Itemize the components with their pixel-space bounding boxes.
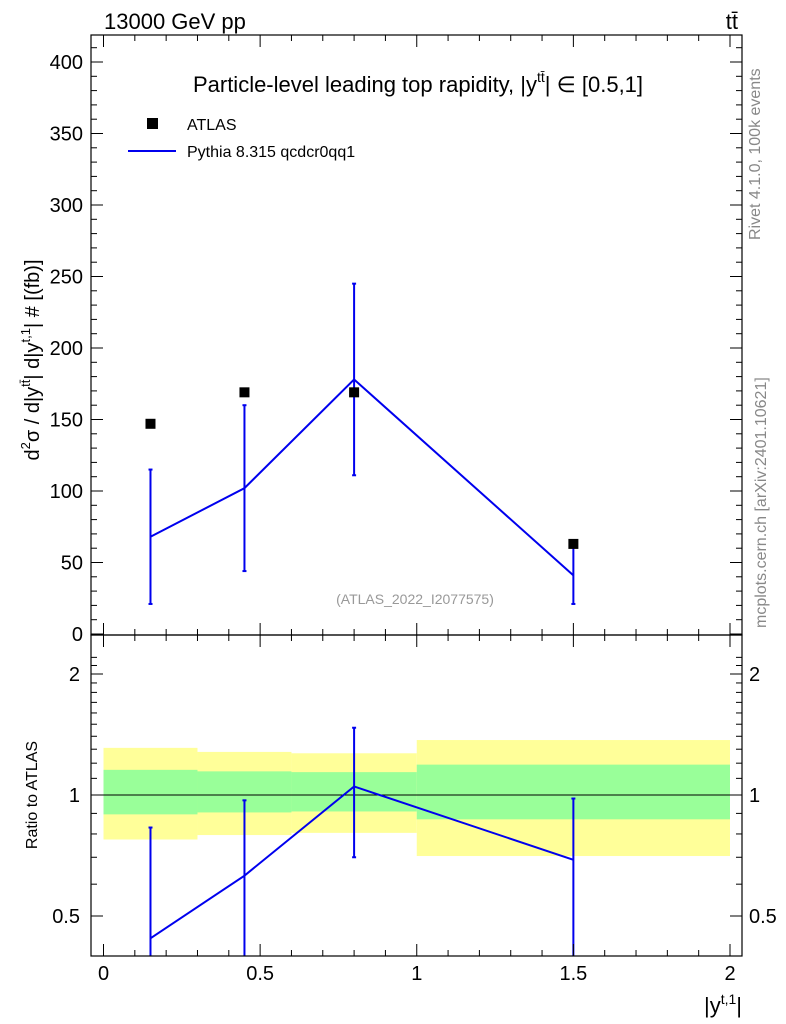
source-label: mcplots.cern.ch [arXiv:2401.10621] [753,377,770,628]
analysis-watermark: (ATLAS_2022_I2077575) [336,591,494,607]
ratio-y-tick-label-right: 0.5 [749,906,777,928]
data-point [349,387,360,398]
ratio-y-tick-label-left: 0.5 [52,906,80,928]
main-y-axis-label: d2σ / d|ytt̄| d|yt,1| # [(fb)] [18,259,44,460]
y-tick-label: 0 [72,624,83,646]
ratio-axis-ticks: 0.5 0.5 1 1 2 2 0 0.5 1 1.5 2 [52,635,777,985]
ratio-y-tick-label-right: 2 [749,664,760,686]
main-title: Particle-level leading top rapidity, |yt… [193,69,643,97]
y-tick-label: 350 [50,124,83,146]
y-tick-label: 400 [50,52,83,74]
y-tick-label: 150 [50,410,83,432]
x-tick-label: 1.5 [559,963,587,985]
y-tick-label: 250 [50,267,83,289]
data-point [145,418,156,429]
y-tick-label: 50 [61,553,83,575]
x-tick-label: 0.5 [246,963,274,985]
x-tick-label: 2 [724,963,735,985]
main-panel: 0 50 100 150 200 250 300 350 400 Particle-level … [18,34,743,646]
y-tick-label: 200 [50,338,83,360]
legend-mc-label: Pythia 8.315 qcdcr0qq1 [187,144,355,161]
ratio-mc-line [149,785,574,940]
y-tick-label: 100 [50,481,83,503]
uncertainty-band-inner [103,769,198,815]
legend-data-marker [147,118,158,129]
x-tick-label: 1 [411,963,422,985]
ratio-panel: 0.5 0.5 1 1 2 2 0 0.5 1 1.5 2 Ratio to ATLAS |yt,1… [24,634,777,1018]
energy-label: 13000 GeV pp [104,9,246,34]
ratio-plot-marks [91,726,742,956]
main-plot-marks [145,282,579,605]
main-axis-ticks: 0 50 100 150 200 250 300 350 400 [50,35,742,646]
data-point [568,538,579,549]
data-point [239,387,250,398]
x-axis-label: |yt,1| [704,991,742,1018]
legend-data-label: ATLAS [187,117,237,134]
x-tick-label: 0 [98,963,109,985]
ratio-y-tick-label-left: 2 [69,664,80,686]
ratio-y-tick-label-left: 1 [69,785,80,807]
rivet-label: Rivet 4.1.0, 100k events [747,68,764,240]
ratio-y-axis-label: Ratio to ATLAS [24,741,41,849]
mc-line [150,378,575,577]
process-label: tt̄ [726,9,738,34]
ratio-y-tick-label-right: 1 [749,785,760,807]
y-tick-label: 300 [50,195,83,217]
